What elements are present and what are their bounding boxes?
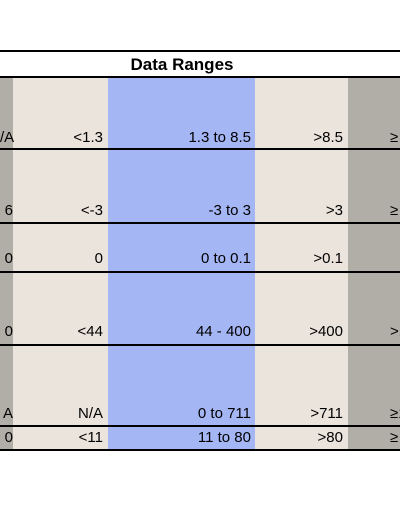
table-title: Data Ranges (130, 55, 234, 74)
row-divider-6 (0, 449, 400, 451)
table-cell: 0 (4, 429, 13, 446)
table-cell: >80 (317, 429, 343, 446)
table-cell: >3 (325, 202, 343, 219)
table-cell: ≥ (390, 129, 399, 146)
table-cell: ≥ (390, 429, 399, 446)
table-cell: 11 to 80 (197, 429, 251, 446)
row-divider-1 (0, 148, 400, 150)
column-background-left-edge (0, 78, 13, 451)
table-cell: ≥1 (390, 405, 400, 422)
table-cell: /A (0, 129, 15, 146)
table-cell: <11 (78, 429, 103, 446)
row-divider-3 (0, 271, 400, 273)
table-cell: <44 (77, 323, 103, 340)
table-cell: <1.3 (73, 129, 103, 146)
table-cell: 0 (94, 250, 103, 267)
table-cell: <-3 (80, 202, 103, 219)
table-cell: >1 (390, 323, 400, 340)
table-cell: 0 (4, 323, 13, 340)
table-cell: 0 (4, 250, 13, 267)
column-background-high (255, 78, 348, 451)
column-background-normal (108, 78, 255, 451)
table-cell: >0.1 (313, 250, 343, 267)
table-cell: -3 to 3 (208, 202, 251, 219)
row-divider-4 (0, 344, 400, 346)
table-cell: 44 - 400 (195, 323, 251, 340)
table-cell: 0 to 0.1 (200, 250, 251, 267)
table-cell: >711 (310, 405, 343, 422)
table-cell: N/A (77, 405, 103, 422)
row-divider-5 (0, 425, 400, 427)
row-divider-2 (0, 222, 400, 224)
table-cell: 0 to 711 (197, 405, 251, 422)
column-background-low (13, 78, 108, 451)
table-cell: ≥ (390, 202, 399, 219)
table-cell: 6 (4, 202, 13, 219)
table-cell: 1.3 to 8.5 (188, 129, 251, 146)
table-cell: >400 (309, 323, 343, 340)
column-background-right-edge (348, 78, 400, 451)
table-cell: >8.5 (313, 129, 343, 146)
table-cell: A (2, 405, 13, 422)
table-title-bar: Data Ranges (0, 50, 400, 78)
